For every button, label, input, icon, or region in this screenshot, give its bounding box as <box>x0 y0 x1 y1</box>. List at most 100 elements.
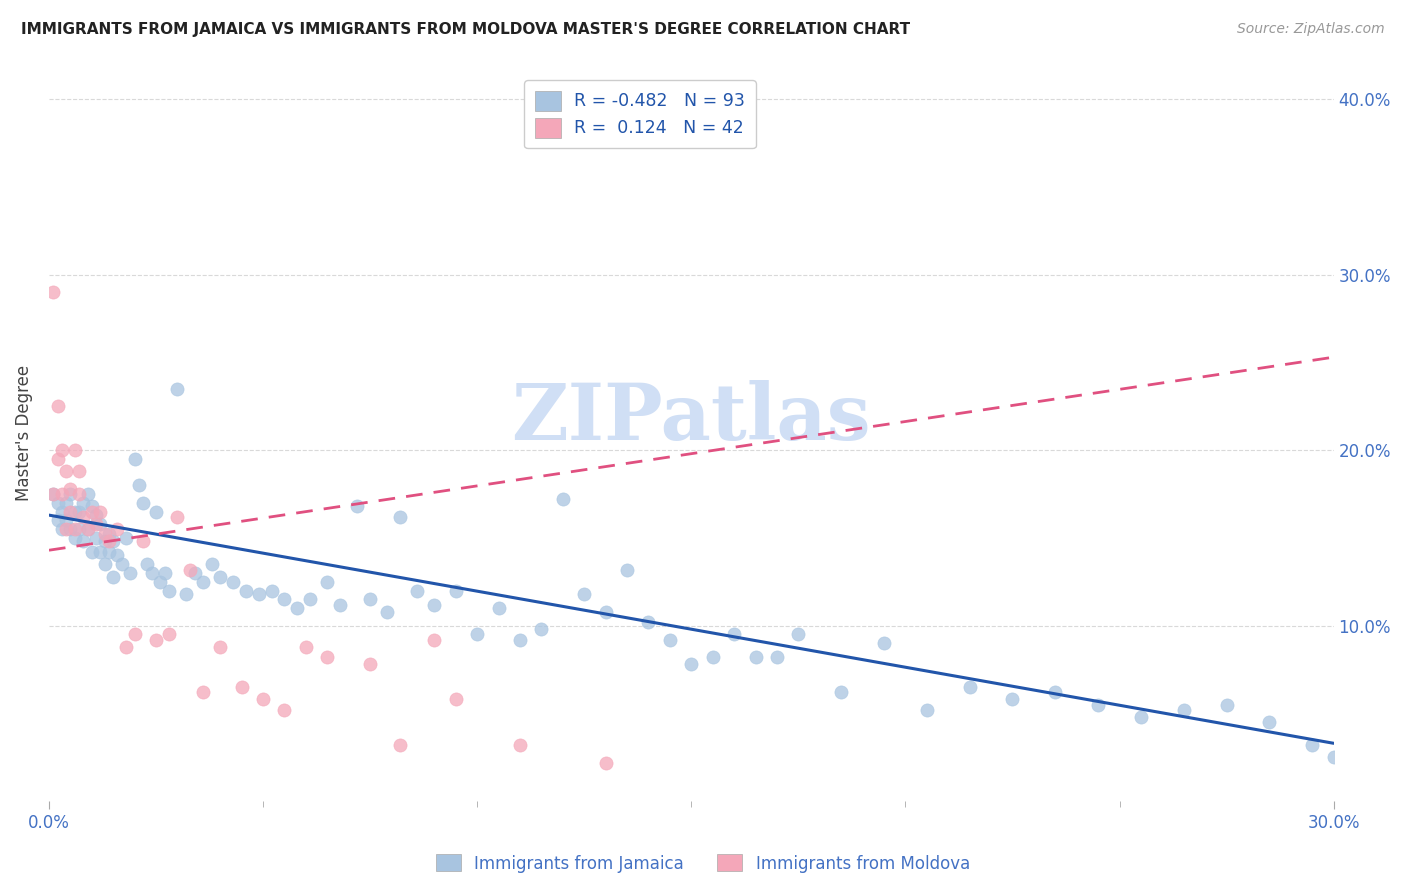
Point <box>595 756 617 770</box>
Point <box>423 632 446 647</box>
Point <box>63 522 86 536</box>
Point <box>406 583 429 598</box>
Point <box>46 513 69 527</box>
Point <box>247 587 270 601</box>
Point <box>51 505 73 519</box>
Point <box>128 478 150 492</box>
Point <box>63 505 86 519</box>
Point <box>1215 698 1237 712</box>
Point <box>76 522 98 536</box>
Text: Source: ZipAtlas.com: Source: ZipAtlas.com <box>1237 22 1385 37</box>
Point <box>191 685 214 699</box>
Point <box>67 464 90 478</box>
Point <box>97 545 120 559</box>
Point <box>51 487 73 501</box>
Point <box>51 522 73 536</box>
Point <box>299 592 322 607</box>
Point <box>107 549 129 563</box>
Point <box>67 487 90 501</box>
Point <box>59 505 82 519</box>
Legend: R = -0.482   N = 93, R =  0.124   N = 42: R = -0.482 N = 93, R = 0.124 N = 42 <box>524 80 756 148</box>
Point <box>389 738 412 752</box>
Point <box>551 492 574 507</box>
Point <box>42 487 65 501</box>
Point <box>509 632 531 647</box>
Point <box>574 587 596 601</box>
Point <box>787 627 810 641</box>
Point <box>55 496 77 510</box>
Point <box>285 601 308 615</box>
Point <box>157 627 180 641</box>
Point <box>1001 692 1024 706</box>
Point <box>595 605 617 619</box>
Point <box>191 574 214 589</box>
Point <box>346 500 368 514</box>
Point <box>1087 698 1109 712</box>
Point <box>423 598 446 612</box>
Text: IMMIGRANTS FROM JAMAICA VS IMMIGRANTS FROM MOLDOVA MASTER'S DEGREE CORRELATION C: IMMIGRANTS FROM JAMAICA VS IMMIGRANTS FR… <box>21 22 910 37</box>
Point <box>329 598 352 612</box>
Point <box>616 562 638 576</box>
Point <box>107 522 129 536</box>
Point <box>145 505 167 519</box>
Point <box>76 487 98 501</box>
Point <box>273 703 295 717</box>
Point <box>316 650 339 665</box>
Point <box>222 574 245 589</box>
Point <box>915 703 938 717</box>
Point <box>72 496 94 510</box>
Point <box>235 583 257 598</box>
Point <box>59 482 82 496</box>
Point <box>120 566 142 580</box>
Point <box>42 487 65 501</box>
Text: ZIPatlas: ZIPatlas <box>512 380 872 456</box>
Point <box>76 522 98 536</box>
Point <box>444 692 467 706</box>
Point <box>115 640 138 654</box>
Point <box>93 558 115 572</box>
Point <box>359 592 381 607</box>
Point <box>67 505 90 519</box>
Point <box>637 615 659 630</box>
Point <box>84 516 107 531</box>
Point <box>80 500 103 514</box>
Point <box>465 627 488 641</box>
Point <box>1129 710 1152 724</box>
Point <box>509 738 531 752</box>
Point <box>744 650 766 665</box>
Point <box>59 522 82 536</box>
Point <box>80 545 103 559</box>
Point <box>55 513 77 527</box>
Point <box>103 569 125 583</box>
Point <box>179 562 201 576</box>
Point <box>141 566 163 580</box>
Point <box>136 558 159 572</box>
Point <box>132 496 155 510</box>
Point <box>873 636 896 650</box>
Point <box>359 657 381 672</box>
Point <box>260 583 283 598</box>
Point <box>153 566 176 580</box>
Point <box>1323 750 1346 764</box>
Point <box>84 508 107 522</box>
Point <box>42 285 65 300</box>
Point <box>166 382 188 396</box>
Point <box>80 505 103 519</box>
Point <box>145 632 167 647</box>
Point <box>209 569 232 583</box>
Point <box>132 534 155 549</box>
Point <box>97 534 120 549</box>
Point <box>658 632 681 647</box>
Point <box>1045 685 1067 699</box>
Point <box>375 605 398 619</box>
Point <box>89 516 111 531</box>
Point <box>231 680 253 694</box>
Y-axis label: Master's Degree: Master's Degree <box>15 365 32 500</box>
Point <box>103 534 125 549</box>
Point <box>766 650 789 665</box>
Point <box>97 527 120 541</box>
Point <box>63 443 86 458</box>
Point <box>124 627 146 641</box>
Point <box>295 640 318 654</box>
Point <box>72 509 94 524</box>
